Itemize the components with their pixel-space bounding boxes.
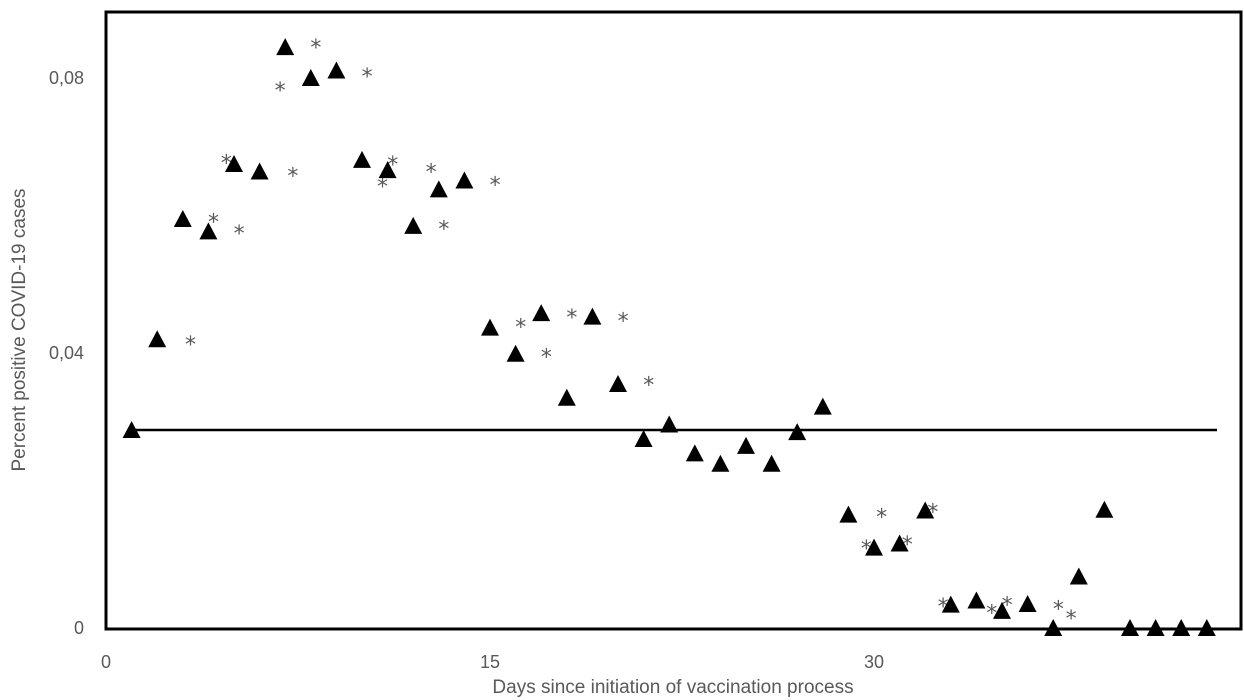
y-tick-label: 0 bbox=[74, 618, 84, 638]
y-tick-label: 0,08 bbox=[49, 68, 84, 88]
triangle-marker bbox=[557, 388, 576, 406]
triangle-marker bbox=[122, 421, 141, 438]
triangle-marker bbox=[199, 222, 218, 240]
asterisk-marker: * bbox=[287, 164, 298, 189]
asterisk-marker: * bbox=[1066, 607, 1077, 632]
triangle-marker bbox=[173, 209, 192, 227]
asterisk-marker: * bbox=[541, 345, 552, 370]
asterisk-marker: * bbox=[310, 36, 321, 61]
triangle-marker bbox=[148, 330, 167, 348]
triangle-marker bbox=[429, 180, 448, 198]
triangle-marker bbox=[583, 307, 602, 325]
triangle-marker bbox=[327, 61, 346, 79]
triangle-marker bbox=[455, 171, 474, 189]
triangle-marker bbox=[481, 318, 499, 336]
triangle-marker bbox=[1095, 500, 1114, 518]
asterisk-marker: * bbox=[515, 316, 526, 341]
triangle-marker bbox=[1197, 619, 1216, 636]
triangle-marker bbox=[711, 454, 730, 472]
triangle-marker bbox=[660, 415, 679, 433]
triangle-markers bbox=[122, 38, 1216, 636]
triangle-marker bbox=[788, 423, 807, 441]
asterisk-marker: * bbox=[362, 65, 373, 90]
asterisk-marker: * bbox=[377, 175, 388, 200]
triangle-marker bbox=[225, 154, 243, 172]
x-tick-label: 15 bbox=[480, 652, 500, 672]
triangle-marker bbox=[1044, 619, 1063, 636]
triangle-marker bbox=[353, 150, 371, 168]
asterisk-marker: * bbox=[876, 505, 887, 530]
triangle-marker bbox=[1121, 619, 1139, 636]
asterisk-marker: * bbox=[426, 160, 437, 185]
asterisk-marker: * bbox=[1002, 593, 1013, 618]
y-tick-label: 0,04 bbox=[49, 343, 84, 363]
triangle-marker bbox=[685, 444, 704, 462]
asterisk-markers: ********** ****** ******* * * * * bbox=[185, 36, 1077, 632]
asterisk-marker: * bbox=[902, 533, 913, 558]
asterisk-marker: * bbox=[234, 222, 245, 247]
triangle-marker bbox=[762, 454, 781, 472]
asterisk-marker: * bbox=[986, 602, 997, 627]
x-tick-labels: 0 15 30 bbox=[101, 652, 884, 672]
asterisk-marker: * bbox=[490, 173, 501, 198]
triangle-marker bbox=[301, 69, 320, 86]
triangle-marker bbox=[1146, 619, 1165, 636]
triangle-marker bbox=[993, 601, 1011, 619]
triangle-marker bbox=[865, 538, 883, 556]
asterisk-marker: * bbox=[221, 151, 232, 176]
asterisk-marker: * bbox=[618, 310, 629, 335]
triangle-marker bbox=[250, 162, 269, 180]
asterisk-marker: * bbox=[861, 537, 872, 562]
plot-frame bbox=[104, 10, 1243, 631]
asterisk-marker: * bbox=[938, 595, 949, 620]
x-axis-title: Days since initiation of vaccination pro… bbox=[492, 677, 853, 698]
triangle-marker bbox=[404, 216, 423, 234]
triangle-marker bbox=[609, 374, 627, 392]
asterisk-marker: * bbox=[438, 217, 449, 242]
asterisk-marker: * bbox=[566, 306, 577, 331]
triangle-marker bbox=[737, 436, 755, 454]
asterisk-marker: * bbox=[185, 333, 196, 358]
triangle-marker bbox=[916, 501, 935, 519]
triangle-marker bbox=[839, 505, 858, 523]
triangle-marker bbox=[1069, 567, 1088, 585]
x-tick-label: 30 bbox=[864, 652, 884, 672]
y-axis-title: Percent positive COVID-19 cases bbox=[9, 188, 30, 471]
triangle-marker bbox=[276, 38, 295, 56]
triangle-marker bbox=[532, 304, 551, 322]
triangle-marker bbox=[506, 344, 525, 362]
asterisk-marker: * bbox=[387, 153, 398, 178]
triangle-marker bbox=[634, 429, 653, 447]
triangle-marker bbox=[967, 591, 986, 609]
asterisk-marker: * bbox=[1053, 598, 1064, 623]
triangle-marker bbox=[941, 595, 960, 613]
asterisk-marker: * bbox=[643, 373, 654, 398]
asterisk-marker: * bbox=[275, 79, 286, 104]
asterisk-marker: * bbox=[208, 211, 219, 236]
triangle-marker bbox=[1172, 619, 1191, 636]
asterisk-marker: * bbox=[927, 501, 938, 526]
x-tick-label: 0 bbox=[101, 652, 111, 672]
triangle-marker bbox=[890, 534, 909, 552]
triangle-marker bbox=[378, 161, 397, 179]
triangle-marker bbox=[813, 397, 832, 415]
y-tick-labels: 0 0,04 0,08 bbox=[49, 68, 84, 638]
triangle-marker bbox=[1018, 594, 1037, 612]
